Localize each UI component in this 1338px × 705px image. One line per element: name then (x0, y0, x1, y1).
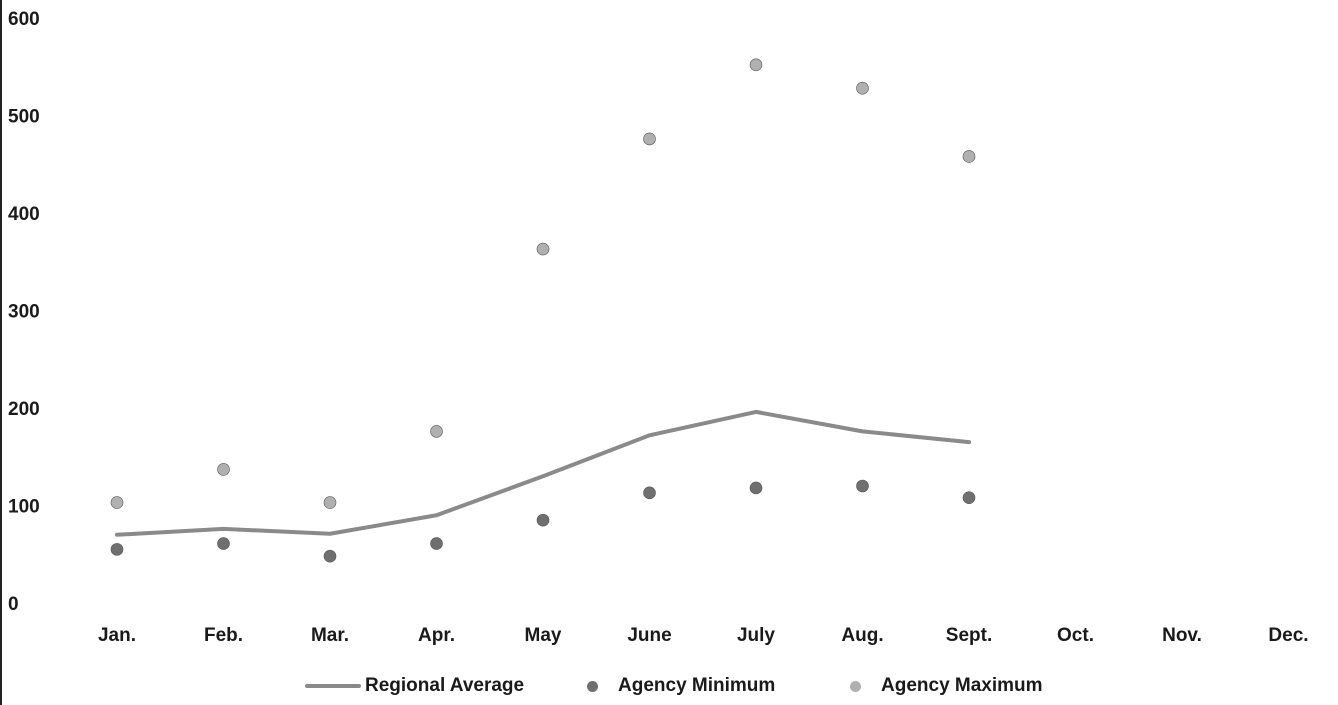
chart-legend: Regional Average Agency Minimum Agency M… (0, 668, 1338, 704)
data-point-agency-maximum (536, 242, 550, 256)
x-tick-label: Jan. (98, 625, 136, 646)
x-tick-label: May (525, 625, 562, 646)
x-tick-label: Mar. (311, 625, 349, 646)
legend-item-agency-minimum: Agency Minimum (587, 668, 775, 704)
x-tick-label: Dec. (1268, 625, 1308, 646)
x-tick-label: Nov. (1162, 625, 1202, 646)
x-tick-label: Sept. (946, 625, 992, 646)
data-point-agency-minimum (323, 549, 337, 563)
x-tick-label: Feb. (204, 625, 243, 646)
series-line-regional-average (115, 409, 971, 537)
data-point-agency-maximum (430, 425, 443, 438)
y-tick-label: 0 (8, 594, 19, 615)
y-tick-label: 400 (8, 204, 40, 225)
legend-label-regional-average: Regional Average (365, 675, 525, 696)
data-point-agency-minimum (643, 486, 656, 500)
data-point-agency-minimum (749, 481, 763, 495)
data-point-agency-maximum (110, 496, 124, 509)
legend-dot-swatch (587, 680, 598, 692)
legend-label-agency-maximum: Agency Maximum (881, 675, 1043, 696)
y-tick-label: 600 (8, 9, 40, 30)
legend-dot-swatch (850, 680, 861, 692)
x-tick-label: July (737, 625, 775, 646)
data-point-agency-maximum (856, 81, 869, 95)
data-point-agency-maximum (749, 58, 763, 72)
data-point-agency-minimum (856, 479, 869, 493)
x-tick-label: June (627, 625, 671, 646)
data-point-agency-minimum (217, 537, 230, 550)
x-tick-label: Aug. (841, 625, 883, 646)
data-point-agency-minimum (962, 491, 976, 505)
y-tick-label: 500 (8, 107, 40, 128)
x-tick-label: Oct. (1057, 625, 1094, 646)
data-point-agency-minimum (536, 513, 550, 527)
chart-left-border (0, 0, 2, 705)
data-point-agency-maximum (323, 496, 337, 509)
legend-item-regional-average: Regional Average (305, 668, 524, 704)
legend-line-swatch (305, 684, 361, 688)
data-point-agency-maximum (217, 463, 230, 476)
data-point-agency-maximum (643, 132, 656, 146)
data-point-agency-maximum (962, 150, 976, 163)
y-tick-label: 200 (8, 399, 40, 420)
legend-item-agency-maximum: Agency Maximum (850, 668, 1043, 704)
data-point-agency-minimum (110, 543, 124, 556)
y-tick-label: 300 (8, 302, 40, 323)
chart-plot: 0 100 200 300 400 500 600 Jan. Feb. Mar. Apr. May Ju… (8, 9, 1309, 646)
legend-label-agency-minimum: Agency Minimum (618, 675, 776, 696)
x-tick-label: Apr. (418, 625, 455, 646)
y-tick-label: 100 (8, 497, 40, 518)
data-point-agency-minimum (430, 537, 443, 550)
